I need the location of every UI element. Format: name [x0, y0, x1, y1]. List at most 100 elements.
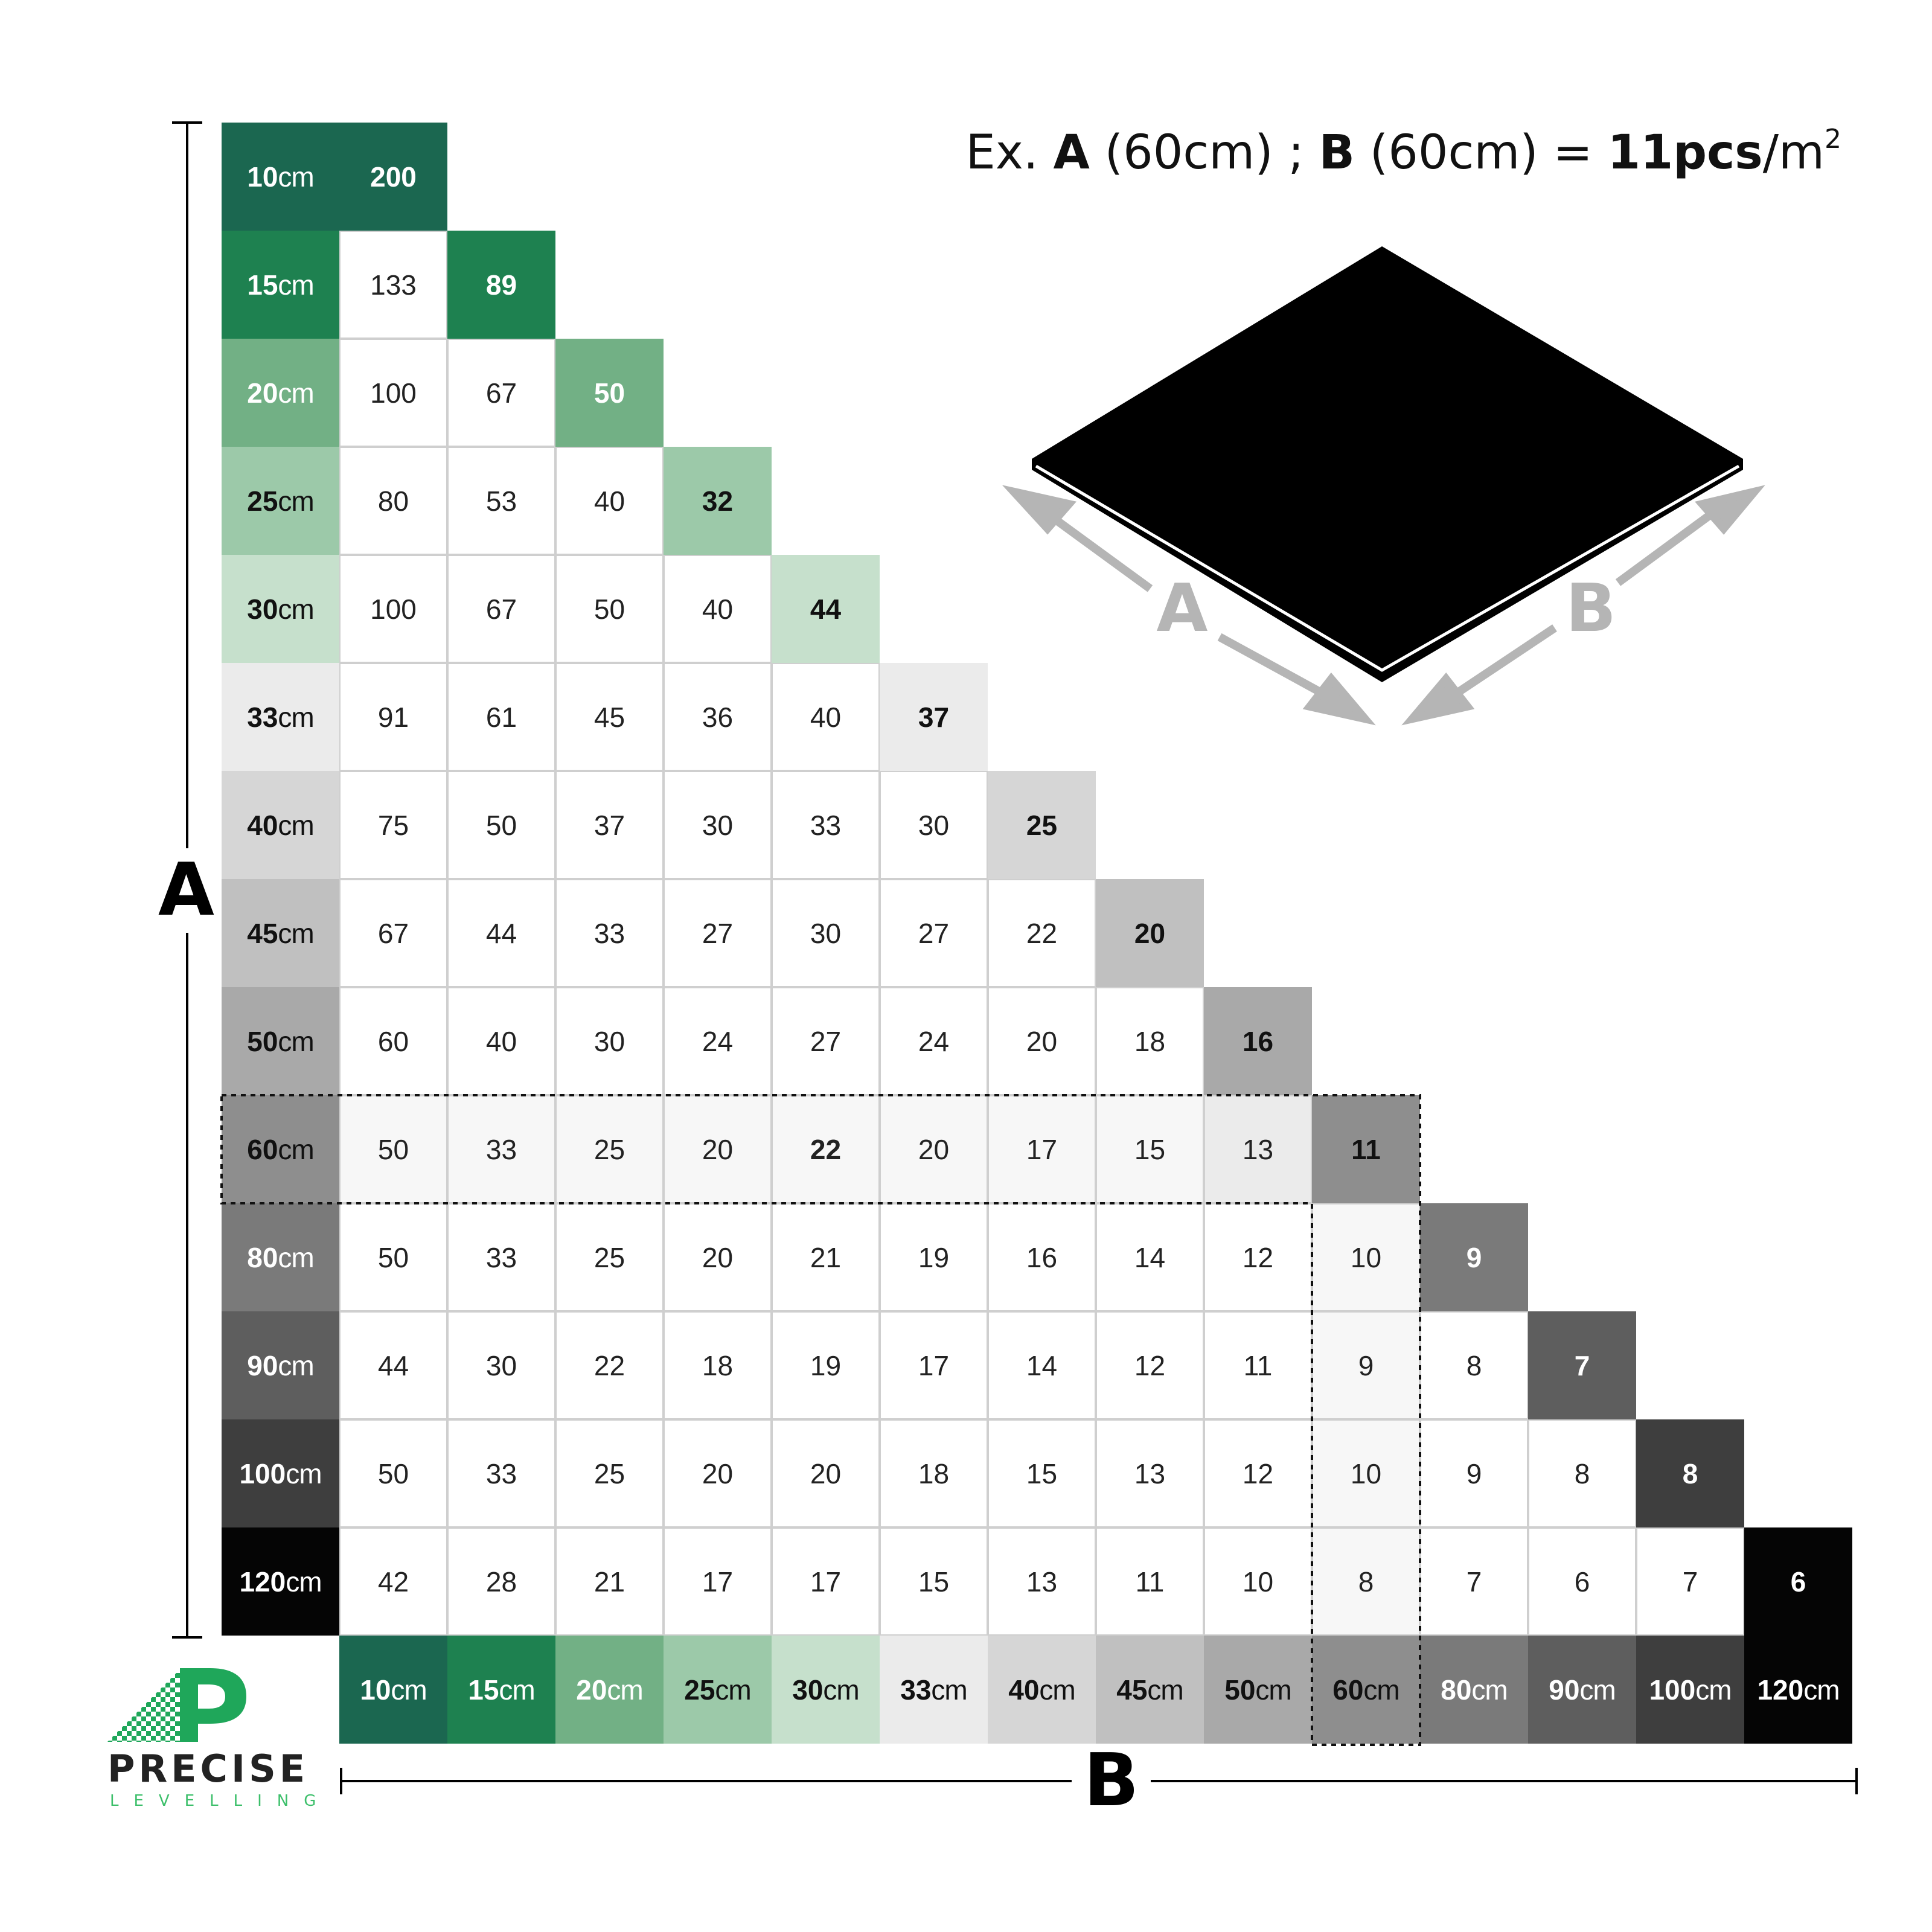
column-header-b-120: 120 cm: [1744, 1636, 1852, 1744]
table-cell: 13: [1204, 1095, 1312, 1203]
size-value: 25: [684, 1674, 715, 1706]
column-header-b-15: 15 cm: [447, 1636, 555, 1744]
table-cell: 36: [664, 663, 772, 771]
size-unit: cm: [391, 1674, 427, 1706]
table-cell: 24: [664, 987, 772, 1095]
table-cell: 24: [880, 987, 988, 1095]
column-header-b-45: 45 cm: [1096, 1636, 1204, 1744]
table-cell: 53: [447, 447, 555, 555]
table-cell: 15: [1096, 1095, 1204, 1203]
table-cell: 16: [988, 1203, 1096, 1311]
table-cell: 10: [1312, 1419, 1420, 1527]
row-header-a-15: 15 cm: [222, 231, 339, 339]
table-cell: 33: [555, 879, 664, 987]
table-cell: 40: [447, 987, 555, 1095]
table-cell: 91: [339, 663, 447, 771]
size-value: 90: [1549, 1674, 1580, 1706]
table-cell: 20: [880, 1095, 988, 1203]
column-header-b-50: 50 cm: [1204, 1636, 1312, 1744]
table-cell: 14: [988, 1311, 1096, 1419]
table-cell: 7: [1420, 1527, 1528, 1636]
table-cell: 25: [555, 1203, 664, 1311]
table-cell: 61: [447, 663, 555, 771]
column-header-b-80: 80 cm: [1420, 1636, 1528, 1744]
size-value: 90: [247, 1349, 278, 1381]
size-unit: cm: [278, 809, 314, 841]
table-cell: 67: [447, 339, 555, 447]
table-cell: 40: [555, 447, 664, 555]
size-unit: cm: [278, 485, 314, 517]
size-value: 45: [247, 917, 278, 949]
row-header-a-33: 33 cm: [222, 663, 339, 771]
size-unit: cm: [278, 917, 314, 949]
column-header-b-100: 100 cm: [1636, 1636, 1744, 1744]
table-cell: 17: [988, 1095, 1096, 1203]
size-value: 100: [1649, 1674, 1696, 1706]
size-unit: cm: [278, 593, 314, 625]
table-cell: 80: [339, 447, 447, 555]
size-value: 45: [1116, 1674, 1148, 1706]
table-cell: 30: [664, 771, 772, 879]
table-cell: 32: [664, 447, 772, 555]
table-cell: 17: [664, 1527, 772, 1636]
table-cell: 22: [555, 1311, 664, 1419]
row-header-a-25: 25 cm: [222, 447, 339, 555]
table-cell: 18: [664, 1311, 772, 1419]
table-cell: 20: [1096, 879, 1204, 987]
size-value: 15: [468, 1674, 499, 1706]
table-cell: 7: [1528, 1311, 1636, 1419]
table-cell: 12: [1096, 1311, 1204, 1419]
table-cell: 27: [772, 987, 880, 1095]
arrow-a-icon: [1002, 485, 1376, 726]
size-unit: cm: [278, 377, 314, 409]
table-cell: 12: [1204, 1419, 1312, 1527]
table-cell: 9: [1312, 1311, 1420, 1419]
size-unit: cm: [1147, 1674, 1183, 1706]
table-cell: 20: [664, 1203, 772, 1311]
size-unit: cm: [278, 1133, 314, 1165]
column-header-b-25: 25 cm: [664, 1636, 772, 1744]
table-cell: 37: [880, 663, 988, 771]
tile-icon: [1032, 246, 1743, 682]
row-header-a-45: 45 cm: [222, 879, 339, 987]
table-cell: 20: [988, 987, 1096, 1095]
size-unit: cm: [1803, 1674, 1840, 1706]
size-value: 20: [576, 1674, 607, 1706]
table-cell: 15: [988, 1419, 1096, 1527]
table-cell: 6: [1744, 1527, 1852, 1636]
table-cell: 50: [339, 1419, 447, 1527]
row-header-a-30: 30 cm: [222, 555, 339, 663]
table-cell: 10: [1204, 1527, 1312, 1636]
size-unit: cm: [278, 1241, 314, 1273]
table-cell: 50: [339, 1095, 447, 1203]
size-unit: cm: [499, 1674, 535, 1706]
table-cell: 45: [555, 663, 664, 771]
table-cell: 30: [447, 1311, 555, 1419]
table-cell: 33: [447, 1419, 555, 1527]
table-cell: 22: [988, 879, 1096, 987]
size-value: 33: [900, 1674, 932, 1706]
table-cell: 50: [339, 1203, 447, 1311]
size-value: 60: [247, 1133, 278, 1165]
row-header-a-50: 50 cm: [222, 987, 339, 1095]
table-cell: 50: [447, 771, 555, 879]
logo-p-icon: [107, 1668, 246, 1742]
table-cell: 33: [447, 1203, 555, 1311]
table-cell: 22: [772, 1095, 880, 1203]
table-cell: 11: [1204, 1311, 1312, 1419]
table-cell: 33: [772, 771, 880, 879]
size-value: 15: [247, 269, 278, 301]
size-value: 50: [247, 1025, 278, 1057]
table-cell: 20: [664, 1419, 772, 1527]
column-header-b-90: 90 cm: [1528, 1636, 1636, 1744]
size-value: 30: [247, 593, 278, 625]
table-cell: 100: [339, 555, 447, 663]
size-value: 40: [247, 809, 278, 841]
illustration-a-label: A: [1156, 569, 1208, 647]
table-cell: 21: [555, 1527, 664, 1636]
table-cell: 16: [1204, 987, 1312, 1095]
column-header-b-33: 33 cm: [880, 1636, 988, 1744]
size-value: 10: [360, 1674, 391, 1706]
size-value: 60: [1332, 1674, 1364, 1706]
